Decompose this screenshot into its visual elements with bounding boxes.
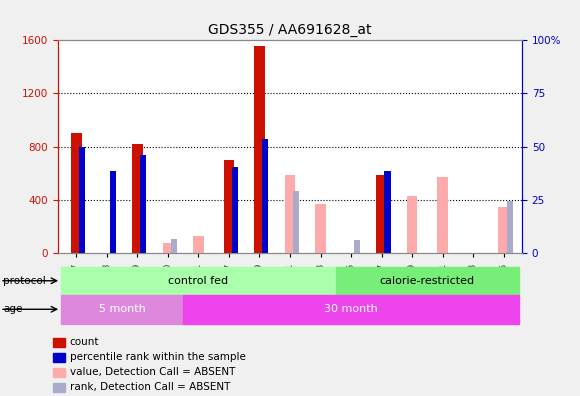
Text: count: count (70, 337, 99, 347)
Bar (61, 267, 336, 295)
Bar (262, 139, 269, 253)
Bar (354, 240, 360, 253)
Text: percentile rank within the sample: percentile rank within the sample (70, 352, 245, 362)
Bar (407, 196, 418, 253)
Text: calorie-restricted: calorie-restricted (380, 276, 475, 286)
Bar (315, 204, 326, 253)
Bar (224, 160, 234, 253)
Text: 5 month: 5 month (99, 304, 146, 314)
Bar (79, 147, 85, 253)
Text: 30 month: 30 month (324, 304, 378, 314)
Bar (71, 133, 82, 253)
Bar (171, 239, 177, 253)
Bar (285, 175, 295, 253)
Text: age: age (3, 304, 22, 314)
Bar (293, 190, 299, 253)
Text: control fed: control fed (168, 276, 229, 286)
Bar (61, 295, 183, 324)
Bar (110, 171, 116, 253)
Text: protocol: protocol (3, 276, 46, 286)
Bar (140, 154, 146, 253)
Bar (376, 175, 387, 253)
Text: rank, Detection Call = ABSENT: rank, Detection Call = ABSENT (70, 382, 230, 392)
Bar (385, 171, 390, 253)
Bar (498, 207, 509, 253)
Bar (232, 167, 238, 253)
Bar (437, 177, 448, 253)
Bar (254, 46, 265, 253)
Bar (336, 267, 519, 295)
Bar (193, 236, 204, 253)
Bar (162, 243, 173, 253)
Bar (132, 144, 143, 253)
Bar (183, 295, 519, 324)
Title: GDS355 / AA691628_at: GDS355 / AA691628_at (208, 23, 372, 37)
Bar (506, 201, 513, 253)
Text: value, Detection Call = ABSENT: value, Detection Call = ABSENT (70, 367, 235, 377)
